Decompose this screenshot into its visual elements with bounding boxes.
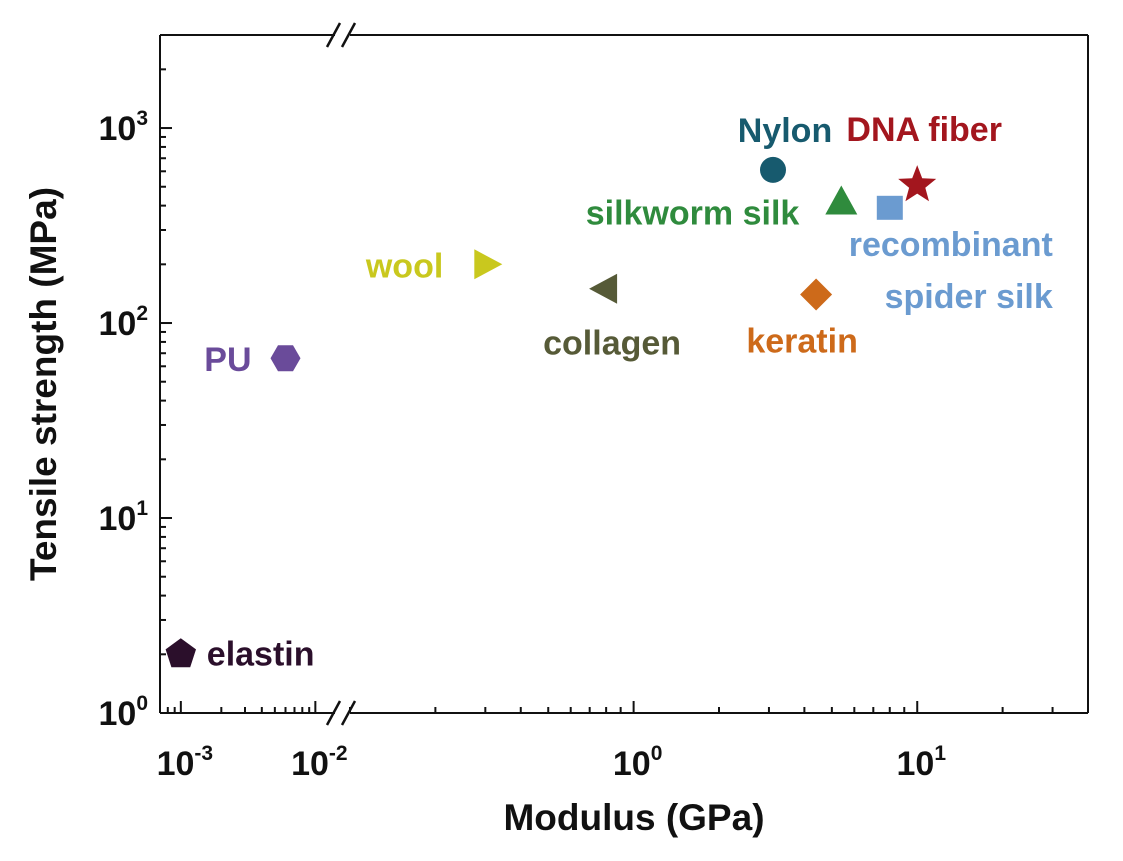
point-marker [898, 165, 937, 202]
plot-frame [159, 22, 1089, 726]
x-tick-label: 10-2 [291, 742, 348, 783]
x-tick-label: 101 [896, 742, 946, 783]
point-label: elastin [207, 635, 315, 673]
point-marker [876, 195, 903, 220]
y-axis-title: Tensile strength (MPa) [23, 187, 64, 581]
axis-break-bottom [325, 700, 357, 726]
point-label: recombinant [849, 226, 1053, 264]
point-label: DNA fiber [846, 111, 1002, 149]
point-marker [825, 185, 858, 215]
axis-break-top [325, 22, 357, 48]
point-marker [474, 249, 503, 280]
point-labels: elastin PU wool collagen Nylon silkworm silk k… [204, 111, 1053, 673]
x-tick-label: 10-3 [157, 742, 214, 783]
x-axis-title: Modulus (GPa) [503, 797, 764, 838]
point-marker [165, 638, 196, 668]
point-marker [760, 156, 786, 183]
point-marker [270, 345, 301, 372]
point-marker [589, 273, 618, 304]
y-tick-label: 103 [98, 107, 148, 148]
point-label: Nylon [738, 112, 832, 150]
point-marker [800, 278, 833, 311]
point-label: spider silk [885, 278, 1053, 316]
y-tick-label: 100 [98, 692, 148, 733]
x-tick-label: 100 [613, 742, 663, 783]
point-label: wool [365, 247, 443, 285]
y-tick-label: 102 [98, 302, 148, 343]
point-label: collagen [543, 325, 681, 363]
axis-ticks: 100 101 102 103 10-3 10-2 100 101 [98, 34, 1089, 783]
point-label: silkworm silk [586, 195, 800, 233]
data-points [165, 156, 937, 668]
point-label: PU [204, 341, 251, 379]
y-tick-label: 101 [98, 497, 148, 538]
point-label: keratin [746, 323, 858, 361]
